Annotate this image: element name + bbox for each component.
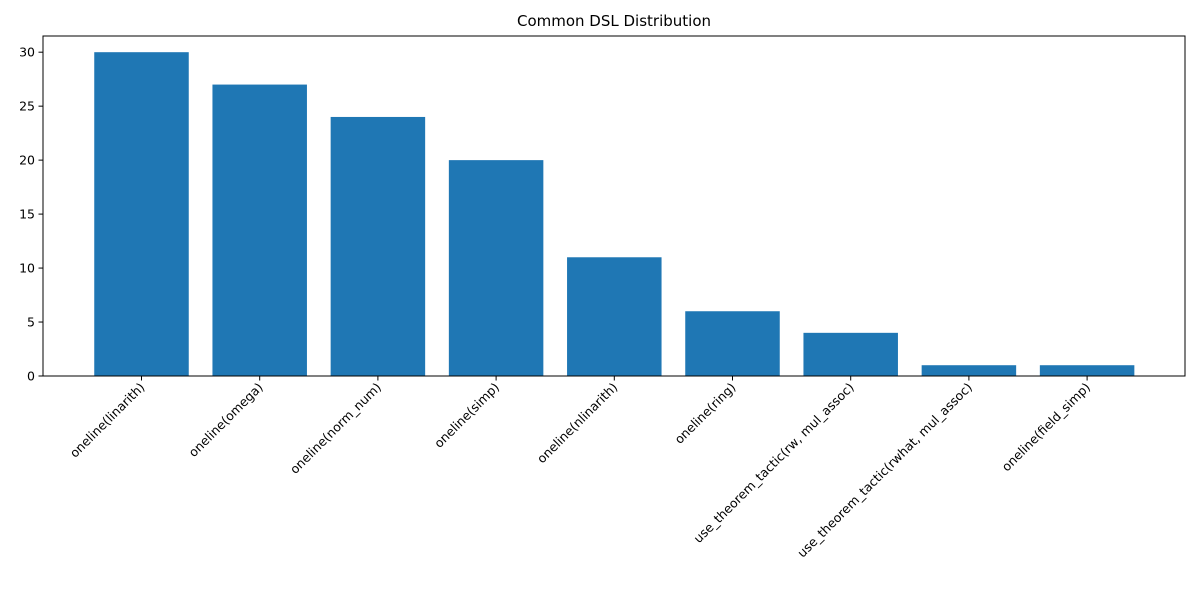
y-tick-label: 15: [19, 207, 35, 222]
bar-use-theorem-tactic-rwhat-mul-assoc: [921, 365, 1017, 376]
plot-frame: [42, 35, 1186, 377]
x-tick-label: oneline(omega): [185, 380, 265, 460]
x-tick-label: oneline(linarith): [67, 380, 148, 461]
x-tick-label: oneline(nlinarith): [534, 380, 621, 467]
bar-use-theorem-tactic-rw-mul-assoc: [803, 332, 898, 376]
x-tick-label: oneline(simp): [431, 380, 502, 451]
bar-oneline-simp: [448, 160, 544, 376]
bar-oneline-field-simp: [1039, 365, 1135, 376]
x-axis: oneline(linarith) oneline(omega) oneline(n…: [67, 376, 1094, 560]
y-tick-label: 25: [19, 99, 35, 114]
bars-group: [94, 52, 1135, 376]
bar-oneline-omega: [212, 84, 307, 376]
bar-oneline-norm-num: [330, 116, 426, 376]
y-tick-label: 5: [27, 315, 35, 330]
y-tick-label: 30: [19, 45, 35, 60]
bar-oneline-nlinarith: [567, 257, 662, 376]
y-tick-label: 20: [19, 153, 35, 168]
y-tick-label: 0: [27, 369, 35, 384]
y-tick-label: 10: [19, 261, 35, 276]
y-axis: 0 5 10 15 20 25 30: [19, 45, 43, 384]
x-tick-label: oneline(norm_num): [287, 380, 384, 477]
bar-oneline-ring: [685, 311, 780, 376]
bar-oneline-linarith: [94, 52, 189, 376]
x-tick-label: oneline(field_simp): [999, 380, 1094, 475]
x-tick-label: oneline(ring): [671, 380, 738, 447]
chart-title: Common DSL Distribution: [517, 12, 711, 30]
